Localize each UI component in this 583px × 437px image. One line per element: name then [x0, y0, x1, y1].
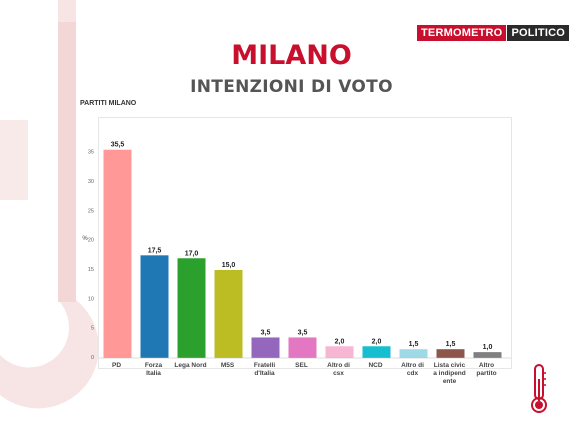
data-label-1: 17,5: [148, 247, 162, 254]
bar-6: [325, 346, 354, 358]
bar-chart: PARTITI 35,5 17,5 17,0 15,0 3,5 3,5 2,0 2,0 1,5 1,…: [99, 118, 511, 359]
page-subtitle: INTENZIONI DI VOTO: [190, 77, 393, 97]
data-label-9: 1,5: [446, 341, 456, 348]
bar-0: [103, 149, 132, 358]
page-title: MILANO: [231, 40, 352, 71]
bar-9: [436, 349, 465, 358]
bar-10: [473, 352, 502, 358]
bar-5: [288, 337, 317, 358]
data-label-7: 2,0: [372, 338, 382, 345]
thermometer-icon: [531, 364, 547, 413]
chart-section-label: PARTITI MILANO: [80, 100, 137, 107]
bar-7: [362, 346, 391, 358]
logo-part-politico: POLITICO: [506, 25, 569, 41]
bar-4: [251, 337, 280, 358]
chart-panel: PARTITI 35,5 17,5 17,0 15,0 3,5 3,5 2,0 2,0 1,5 1,…: [98, 117, 512, 369]
data-label-10: 1,0: [483, 344, 493, 351]
termometro-politico-logo[interactable]: TERMOMETRO POLITICO: [417, 25, 569, 41]
data-label-2: 17,0: [185, 250, 199, 257]
data-label-3: 15,0: [222, 262, 236, 269]
data-label-0: 35,5: [111, 142, 125, 149]
data-label-6: 2,0: [335, 338, 345, 345]
bar-1: [140, 255, 169, 358]
bar-3: [214, 270, 243, 358]
bar-2: [177, 258, 206, 358]
data-label-4: 3,5: [261, 329, 271, 336]
bar-8: [399, 349, 428, 358]
data-label-5: 3,5: [298, 329, 308, 336]
data-label-8: 1,5: [409, 341, 419, 348]
chart-title: PARTITI: [294, 118, 317, 120]
logo-part-termometro: TERMOMETRO: [417, 25, 507, 41]
